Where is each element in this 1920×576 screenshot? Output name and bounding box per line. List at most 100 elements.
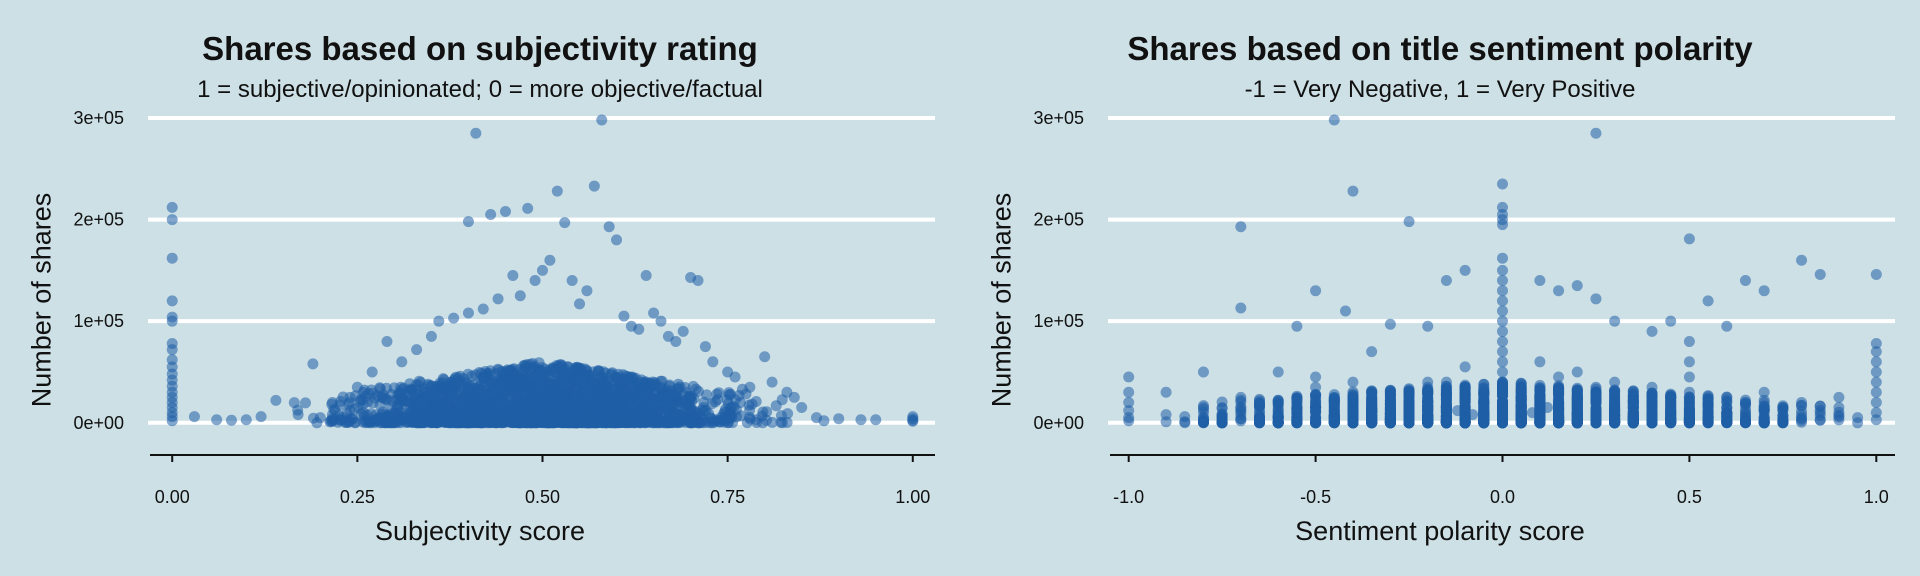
scatter-point [597, 416, 609, 427]
scatter-point [522, 401, 533, 413]
scatter-point [344, 391, 356, 403]
scatter-point [574, 298, 586, 310]
chart-title: Shares based on subjectivity rating [202, 30, 758, 67]
scatter-point [649, 380, 661, 392]
scatter-point [757, 406, 769, 418]
scatter-point [481, 368, 493, 380]
y-tick-label: 2e+05 [1033, 210, 1084, 230]
scatter-point [729, 371, 741, 383]
scatter-point [661, 405, 673, 416]
scatter-point [596, 114, 608, 126]
chart-panel-subjectivity: Shares based on subjectivity rating 1 = … [27, 30, 935, 546]
scatter-point [365, 384, 377, 396]
scatter-point [411, 344, 423, 356]
scatter-point [429, 407, 441, 419]
y-tick-label: 1e+05 [73, 311, 124, 331]
scatter-point [782, 408, 794, 420]
scatter-point [454, 375, 466, 387]
scatter-point [707, 417, 719, 429]
scatter-point [420, 400, 432, 411]
scatter-point [507, 269, 519, 281]
scatter-point [344, 404, 356, 416]
scatter-point [240, 414, 252, 426]
scatter-point [833, 413, 845, 425]
scatter-point [759, 351, 771, 363]
scatter-point [713, 387, 725, 399]
scatter-point [604, 394, 616, 406]
y-tick-label: 2e+05 [73, 210, 124, 230]
scatter-point [459, 407, 471, 419]
scatter-point [563, 417, 575, 429]
x-tick-label: 0.75 [710, 487, 745, 507]
scatter-point [870, 414, 882, 426]
scatter-point [569, 395, 581, 407]
scatter-point [307, 358, 319, 370]
scatter-point [540, 367, 552, 379]
scatter-point [448, 312, 460, 324]
scatter-point [381, 335, 393, 347]
scatter-point [633, 323, 645, 335]
scatter-point [499, 205, 511, 217]
scatter-point [544, 254, 556, 266]
scatter-point [537, 415, 549, 427]
scatter-point [643, 417, 655, 429]
scatter-point [671, 389, 682, 401]
scatter-point [585, 415, 597, 427]
x-tick-label: 1.00 [895, 487, 930, 507]
scatter-point [166, 295, 178, 307]
scatter-point [524, 389, 535, 401]
scatter-point [513, 400, 525, 412]
scatter-point [588, 180, 600, 192]
scatter-point [462, 307, 474, 319]
scatter-point [1216, 396, 1228, 408]
scatter-point [433, 315, 445, 327]
scatter-point [721, 394, 733, 406]
scatter-point [522, 416, 534, 428]
scatter-point [495, 416, 507, 428]
scatter-point [677, 325, 689, 337]
scatter-point [425, 330, 437, 342]
scatter-point [1740, 417, 1751, 429]
scatter-point [766, 376, 778, 388]
scatter-point [477, 303, 489, 315]
scatter-point [743, 399, 755, 411]
scatter-point [567, 371, 578, 383]
x-tick-label: 0.50 [525, 487, 560, 507]
scatter-point [698, 396, 710, 408]
scatter-point [648, 406, 660, 418]
scatter-point [796, 402, 808, 414]
scatter-point [603, 221, 615, 233]
scatter-point [615, 390, 627, 401]
scatter-point [470, 127, 482, 139]
scatter-point [695, 414, 707, 426]
scatter-point [519, 361, 531, 373]
y-tick-label: 1e+05 [1033, 311, 1084, 331]
scatter-point [611, 234, 623, 246]
scatter-point [601, 407, 613, 419]
scatter-point [522, 202, 534, 214]
scatter-point [270, 394, 282, 406]
scatter-point [615, 416, 627, 428]
scatter-point [566, 275, 578, 287]
scatter-point [692, 275, 704, 287]
scatter-point [538, 392, 550, 404]
scatter-point [655, 315, 667, 327]
scatter-point [559, 217, 571, 229]
scatter-point [744, 411, 755, 423]
point-cloud [288, 357, 794, 429]
scatter-point [578, 407, 590, 418]
chart-title: Shares based on title sentiment polarity [1127, 30, 1753, 67]
scatter-point [672, 378, 684, 390]
scatter-point [326, 415, 338, 426]
scatter-point [640, 269, 652, 281]
x-tick-label: 0.25 [340, 487, 375, 507]
scatter-point [466, 370, 478, 382]
scatter-point [453, 386, 465, 398]
scatter-point [1833, 409, 1845, 421]
scatter-point [441, 385, 453, 397]
scatter-point [385, 400, 397, 411]
scatter-point [788, 391, 800, 403]
scatter-point [724, 413, 736, 425]
scatter-point [188, 411, 200, 423]
